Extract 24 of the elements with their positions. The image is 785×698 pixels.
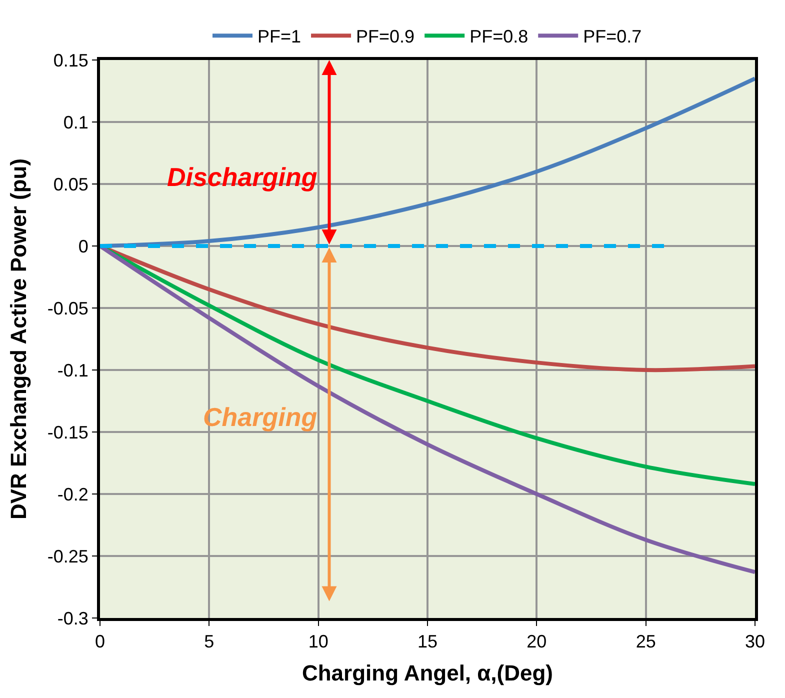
- y-tick-label: -0.1: [57, 360, 88, 380]
- legend-label: PF=0.9: [356, 26, 415, 47]
- y-tick-label: 0.15: [53, 50, 88, 70]
- y-tick-label: -0.15: [47, 422, 88, 442]
- y-tick-label: 0: [78, 236, 88, 256]
- legend-label: PF=1: [258, 26, 302, 47]
- x-tick-label: 15: [417, 632, 438, 652]
- y-tick-label: -0.2: [57, 484, 88, 504]
- y-tick-label: -0.05: [47, 298, 88, 318]
- x-axis-title: Charging Angel, α,(Deg): [302, 660, 554, 686]
- y-tick-label: 0.05: [53, 174, 88, 194]
- y-tick-label: -0.25: [47, 546, 88, 566]
- x-tick-label: 30: [744, 632, 766, 652]
- x-tick-label: 20: [526, 632, 547, 652]
- y-tick-label: -0.3: [57, 608, 88, 628]
- y-axis-title: DVR Exchanged Active Power (pu): [6, 158, 32, 520]
- legend-label: PF=0.8: [470, 26, 528, 47]
- x-tick-label: 5: [204, 632, 214, 652]
- annotation: Discharging: [167, 162, 318, 192]
- x-tick-label: 25: [636, 632, 656, 652]
- y-tick-label: 0.1: [63, 112, 88, 132]
- x-tick-label: 10: [308, 632, 328, 652]
- legend-label: PF=0.7: [583, 26, 642, 47]
- x-tick-label: 0: [94, 632, 106, 652]
